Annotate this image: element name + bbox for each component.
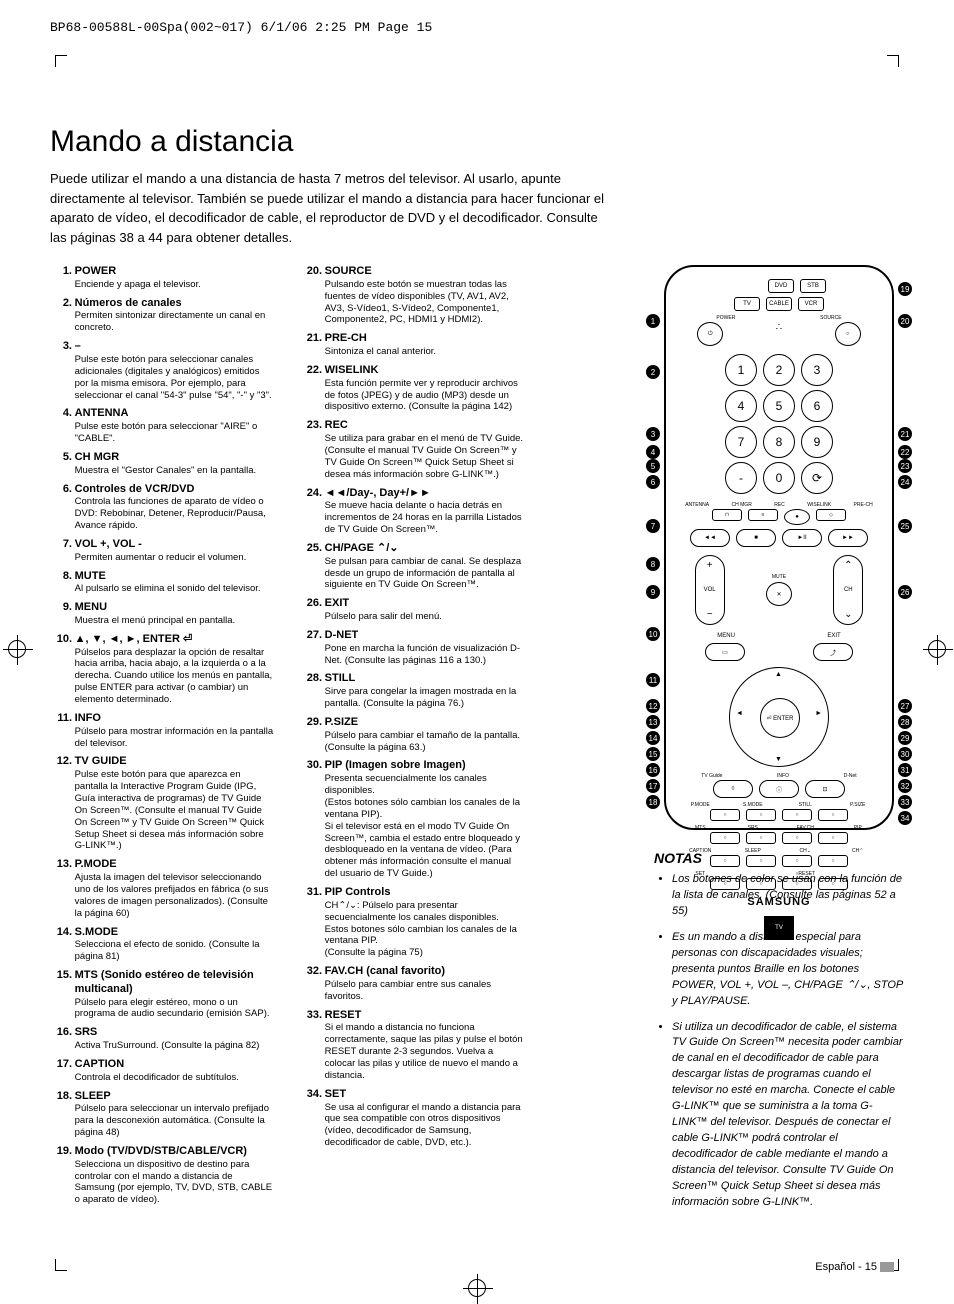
remote-diagram: 123456789101112131415161718 192021222324…: [664, 265, 894, 830]
remote-cable: CABLE: [766, 297, 792, 311]
exit-button: ⤴: [813, 643, 853, 661]
remote-vcr: VCR: [798, 297, 824, 311]
ch-rocker: ⌃CH⌄: [833, 555, 863, 625]
menu-button: ▭: [705, 643, 745, 661]
page-footer: Español - 15: [815, 1261, 894, 1273]
remote-tv: TV: [734, 297, 760, 311]
tvguide-logo: TV: [764, 916, 794, 940]
brand-label: SAMSUNG: [674, 896, 884, 908]
dpad: ▲ ▼ ◄ ► ⏎ ENTER: [729, 667, 829, 767]
remote-stb: STB: [800, 279, 826, 293]
remote-dvd: DVD: [768, 279, 794, 293]
mute-button: ✕: [766, 582, 792, 606]
print-header: BP68-00588L-00Spa(002~017) 6/1/06 2:25 P…: [50, 20, 904, 35]
definitions-col-1: 1. POWEREnciende y apaga el televisor.2.…: [50, 265, 280, 1221]
source-button: ○: [835, 322, 861, 346]
power-button: ⏻: [697, 322, 723, 346]
definitions-col-2: 20. SOURCEPulsando este botón se muestra…: [300, 265, 530, 1221]
vol-rocker: +VOL−: [695, 555, 725, 625]
page-title: Mando a distancia: [50, 125, 904, 159]
intro-text: Puede utilizar el mando a una distancia …: [50, 169, 610, 247]
